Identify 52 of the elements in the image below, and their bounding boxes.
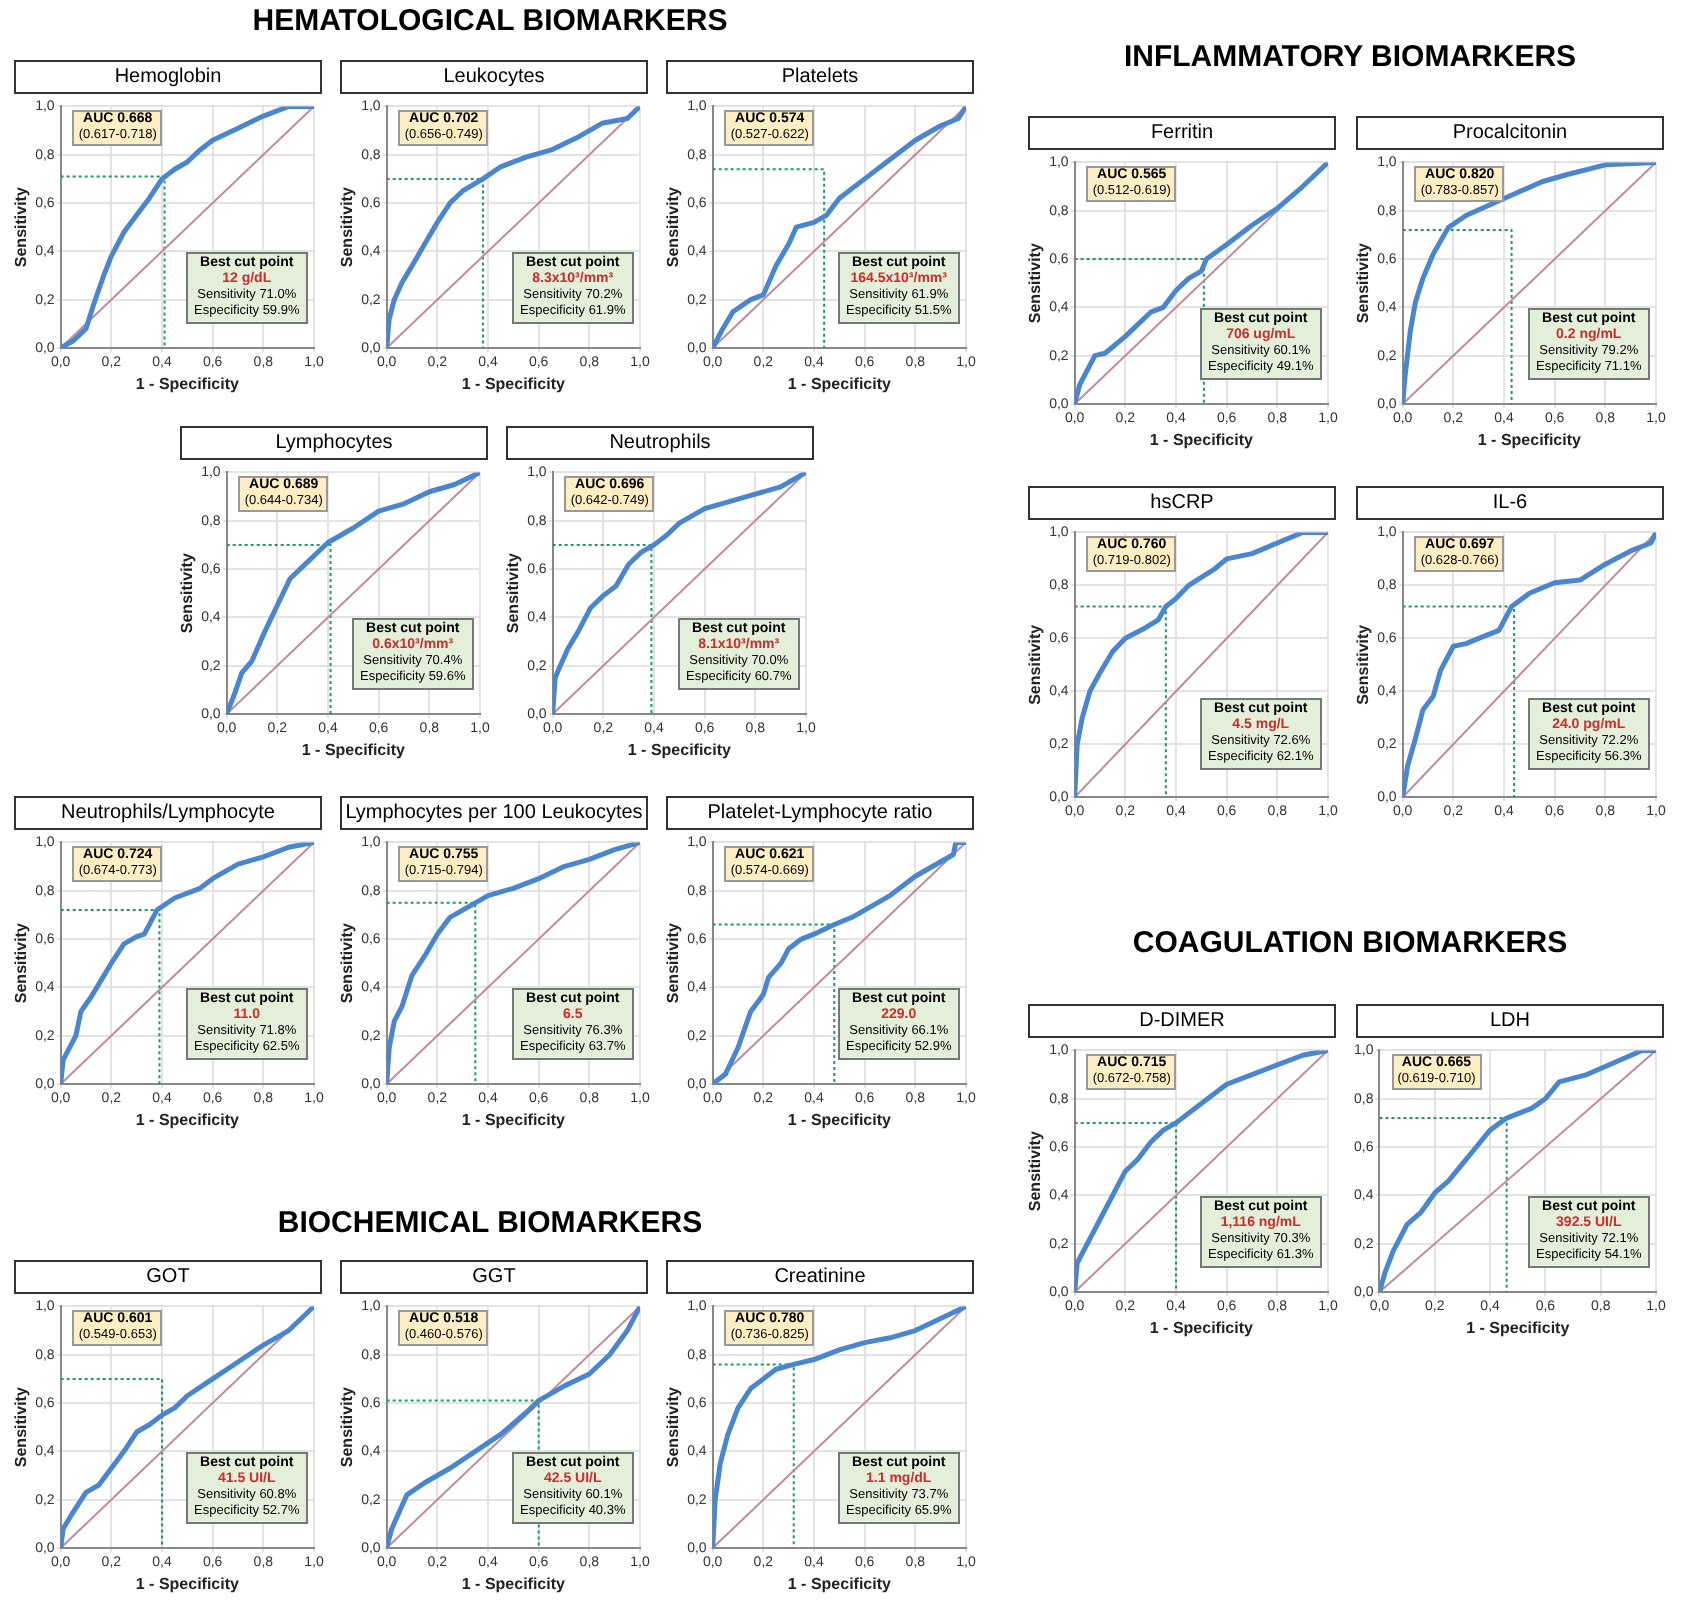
y-axis-title: Sensitivity: [338, 922, 357, 1004]
x-axis-title: 1 - Specificity: [461, 1574, 566, 1593]
chart-title: Ferritin: [1028, 116, 1336, 150]
y-axis-title: Sensitivity: [1026, 1130, 1045, 1212]
x-axis-title: 1 - Specificity: [787, 1110, 892, 1129]
x-axis-title: 1 - Specificity: [787, 1574, 892, 1593]
y-axis-title: Sensitivity: [338, 1386, 357, 1468]
text: INFLAMMATORY BIOMARKERS: [1121, 40, 1579, 74]
chart-title: Platelets: [666, 60, 974, 94]
chart-title: Platelet-Lymphocyte ratio: [666, 796, 974, 830]
x-axis-title: 1 - Specificity: [627, 740, 732, 759]
y-axis-title: Sensitivity: [12, 186, 31, 268]
y-axis-title: Sensitivity: [1354, 623, 1373, 705]
chart-title: Hemoglobin: [14, 60, 322, 94]
x-axis-title: 1 - Specificity: [301, 740, 406, 759]
x-axis-title: 1 - Specificity: [1149, 430, 1254, 449]
y-axis-title: Sensitivity: [1354, 242, 1373, 324]
chart-title: Neutrophils/Lymphocyte: [14, 796, 322, 830]
y-axis-title: Sensitivity: [664, 186, 683, 268]
x-axis-title: 1 - Specificity: [1466, 1318, 1571, 1337]
chart-title: D-DIMER: [1028, 1004, 1336, 1038]
x-axis-title: 1 - Specificity: [787, 374, 892, 393]
y-axis-title: Sensitivity: [12, 1386, 31, 1468]
chart-title: Neutrophils: [506, 426, 814, 460]
chart-title: hsCRP: [1028, 486, 1336, 520]
text: COAGULATION BIOMARKERS: [1130, 926, 1570, 960]
y-axis-title: Sensitivity: [338, 186, 357, 268]
y-axis-title: Sensitivity: [178, 552, 197, 634]
chart-title: GGT: [340, 1260, 648, 1294]
text: HEMATOLOGICAL BIOMARKERS: [250, 4, 730, 38]
chart-title: Creatinine: [666, 1260, 974, 1294]
y-axis-title: Sensitivity: [12, 922, 31, 1004]
x-axis-title: 1 - Specificity: [1477, 430, 1582, 449]
text: BIOCHEMICAL BIOMARKERS: [275, 1206, 705, 1240]
chart-title: Procalcitonin: [1356, 116, 1664, 150]
x-axis-title: 1 - Specificity: [135, 374, 240, 393]
x-axis-title: 1 - Specificity: [1149, 1318, 1254, 1337]
y-axis-title: Sensitivity: [1026, 242, 1045, 324]
chart-title: LDH: [1356, 1004, 1664, 1038]
chart-title: Lymphocytes per 100 Leukocytes: [340, 796, 648, 830]
x-axis-title: 1 - Specificity: [461, 1110, 566, 1129]
y-axis-title: Sensitivity: [1026, 623, 1045, 705]
y-axis-title: Sensitivity: [504, 552, 523, 634]
chart-title: GOT: [14, 1260, 322, 1294]
y-axis-title: Sensitivity: [664, 922, 683, 1004]
chart-title: Leukocytes: [340, 60, 648, 94]
x-axis-title: 1 - Specificity: [135, 1574, 240, 1593]
x-axis-title: 1 - Specificity: [135, 1110, 240, 1129]
chart-title: Lymphocytes: [180, 426, 488, 460]
x-axis-title: 1 - Specificity: [461, 374, 566, 393]
chart-title: IL-6: [1356, 486, 1664, 520]
y-axis-title: Sensitivity: [664, 1386, 683, 1468]
